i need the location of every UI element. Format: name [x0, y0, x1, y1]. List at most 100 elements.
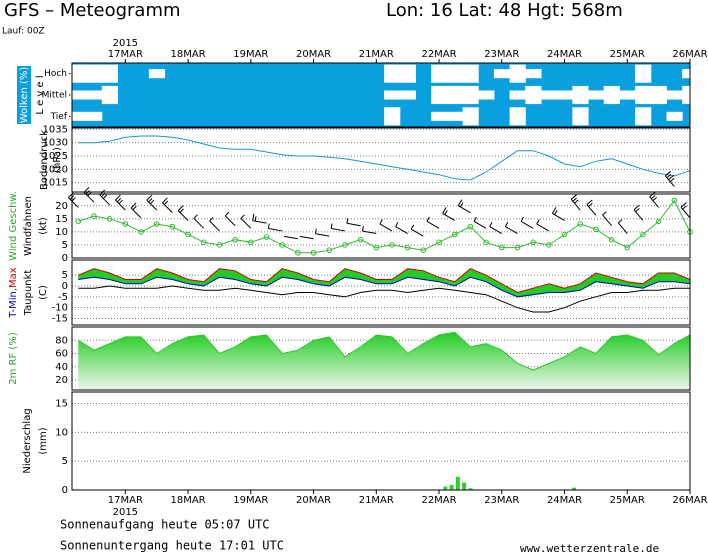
barb-staff	[346, 222, 361, 227]
x-tick-label: 17MAR	[108, 495, 143, 506]
wind-point	[138, 229, 144, 235]
wind-barb	[680, 202, 691, 219]
barb-feather	[379, 219, 383, 225]
y-tick-label: 1025	[43, 151, 68, 162]
y-tick-label: 15	[55, 399, 68, 410]
barb-feather	[442, 207, 447, 214]
barb-feather	[473, 216, 477, 222]
y-tick-label: 80	[55, 335, 68, 346]
y-axis-label-part: T-Min	[8, 291, 19, 319]
cloud-cell	[635, 64, 652, 83]
barb-feather	[224, 211, 230, 217]
y-tick-label: 5	[62, 270, 68, 281]
y-axis-label-part: ,	[8, 288, 19, 291]
y-axis-label: Wind Geschw.	[8, 191, 19, 261]
cloud-cell	[525, 69, 542, 79]
cloud-level-label: Mittel	[42, 91, 67, 101]
panel-frame	[71, 259, 691, 326]
barb-feather	[163, 200, 169, 205]
wind-barb	[570, 194, 581, 211]
wind-barb	[362, 226, 377, 235]
barb-feather	[666, 174, 672, 179]
barb-staff	[633, 209, 644, 221]
wind-point	[451, 231, 458, 238]
barb-staff	[268, 228, 283, 232]
panel-frame	[71, 62, 691, 128]
y-tick-label: 1020	[43, 164, 68, 175]
barb-feather	[252, 213, 255, 221]
cloud-cell	[509, 107, 526, 126]
y-tick-label: -5	[58, 292, 68, 303]
barb-feather	[209, 217, 214, 222]
wind-point	[106, 216, 113, 222]
y-tick-label: 60	[55, 349, 68, 360]
wind-barb	[240, 214, 252, 229]
x-tick-label: 20MAR	[296, 495, 331, 506]
wind-point	[404, 244, 411, 251]
cloud-cell	[70, 111, 87, 121]
cloud-cell	[666, 111, 683, 121]
barb-feather	[395, 221, 399, 227]
wind-barb	[633, 204, 644, 221]
barb-feather	[551, 207, 557, 214]
wind-barb	[224, 211, 236, 227]
y-tick-label: 5	[62, 456, 68, 467]
bar	[462, 482, 467, 490]
barb-staff	[505, 226, 518, 234]
barb-feather	[460, 202, 464, 208]
barb-staff	[362, 230, 377, 235]
y-axis-label: Bodendruck	[39, 130, 50, 190]
barb-feather	[410, 224, 415, 230]
wind-barb	[442, 207, 455, 221]
cloud-cell	[101, 64, 118, 83]
barb-feather	[267, 223, 270, 229]
y-tick-label: 10	[55, 227, 68, 238]
barb-staff	[379, 223, 393, 232]
wind-point	[248, 239, 254, 246]
barb-staff	[331, 228, 346, 232]
wind-point	[514, 244, 521, 251]
wind-barb	[346, 218, 361, 227]
x-tick-label: 19MAR	[233, 495, 268, 506]
barb-feather	[504, 221, 509, 227]
wind-point	[310, 249, 317, 256]
y-tick-label: 1030	[43, 138, 68, 149]
barb-staff	[193, 218, 205, 229]
wind-point	[75, 218, 82, 225]
barb-staff	[395, 226, 408, 234]
x-tick-label: 25MAR	[610, 495, 645, 506]
wind-barb	[473, 216, 487, 229]
wind-point	[498, 244, 505, 251]
cloud-cell	[493, 69, 511, 79]
x-tick-label: 22MAR	[421, 49, 456, 60]
cloud-cell	[431, 85, 448, 105]
wind-barb	[410, 224, 424, 237]
sunrise: Sonnenaufgang heute 05:07 UTC	[60, 518, 270, 532]
y-axis-label: T-Min,Max	[8, 267, 19, 318]
barb-feather	[68, 192, 74, 198]
barb-feather	[118, 199, 123, 205]
cloud-cell	[666, 90, 683, 100]
cloud-cell	[101, 85, 118, 105]
barb-feather	[102, 194, 108, 199]
barb-feather	[177, 205, 184, 211]
wind-point	[546, 242, 552, 248]
wind-point	[200, 239, 207, 246]
barb-staff	[224, 215, 236, 227]
wind-barb	[209, 217, 220, 232]
barb-feather	[682, 205, 687, 210]
cloud-level-label: Tief	[50, 112, 68, 122]
wind-barb	[177, 205, 189, 221]
wind-point	[624, 244, 631, 251]
barb-feather	[617, 219, 623, 224]
cloud-cell	[446, 111, 464, 121]
wind-point	[608, 236, 615, 243]
cloud-cell	[431, 111, 448, 121]
wind-barb	[602, 211, 612, 227]
wind-point	[91, 213, 97, 220]
series-line	[78, 276, 691, 298]
wind-barb	[193, 214, 205, 229]
x-tick-label: 23MAR	[484, 49, 519, 60]
barb-feather	[85, 190, 90, 195]
x-tick-label: 24MAR	[547, 495, 582, 506]
